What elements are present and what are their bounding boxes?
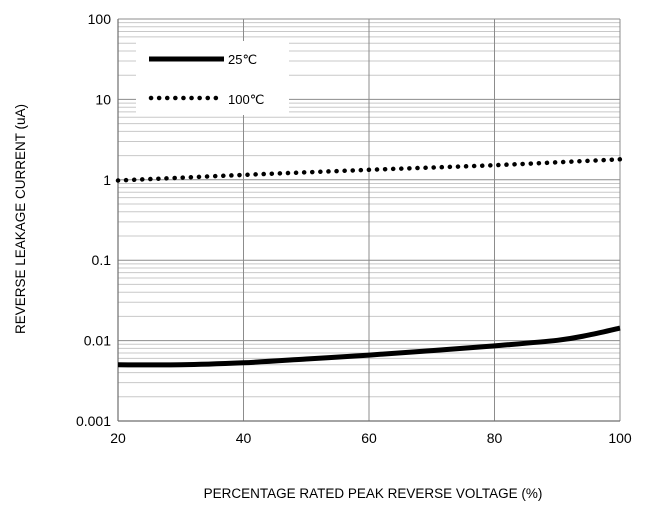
legend: 25℃ 100℃: [136, 41, 289, 115]
x-tick-label: 20: [110, 430, 126, 446]
y-tick-label: 100: [88, 11, 112, 27]
legend-label-25c: 25℃: [228, 52, 257, 67]
x-tick-label: 60: [361, 430, 377, 446]
grid: [117, 18, 621, 422]
x-axis-title: PERCENTAGE RATED PEAK REVERSE VOLTAGE (%…: [204, 486, 543, 501]
plot-series: [115, 157, 623, 368]
legend-box: [136, 41, 289, 115]
y-tick-label: 0.01: [84, 333, 111, 349]
y-tick-label: 10: [95, 91, 111, 107]
series-line-100c: [115, 157, 623, 183]
y-tick-label: 0.001: [76, 413, 111, 429]
y-tick-label: 1: [103, 172, 111, 188]
legend-label-100c: 100℃: [228, 92, 264, 107]
y-axis-title: REVERSE LEAKAGE CURRENT (uA): [13, 104, 28, 334]
x-tick-label: 100: [608, 430, 632, 446]
x-tick-label: 80: [487, 430, 503, 446]
x-tick-label: 40: [236, 430, 252, 446]
series-line-25c: [117, 325, 621, 368]
tick-labels: 0.001 0.01 0.1 1 10 100 20 40 60 80 100: [76, 11, 632, 446]
y-tick-label: 0.1: [92, 252, 112, 268]
